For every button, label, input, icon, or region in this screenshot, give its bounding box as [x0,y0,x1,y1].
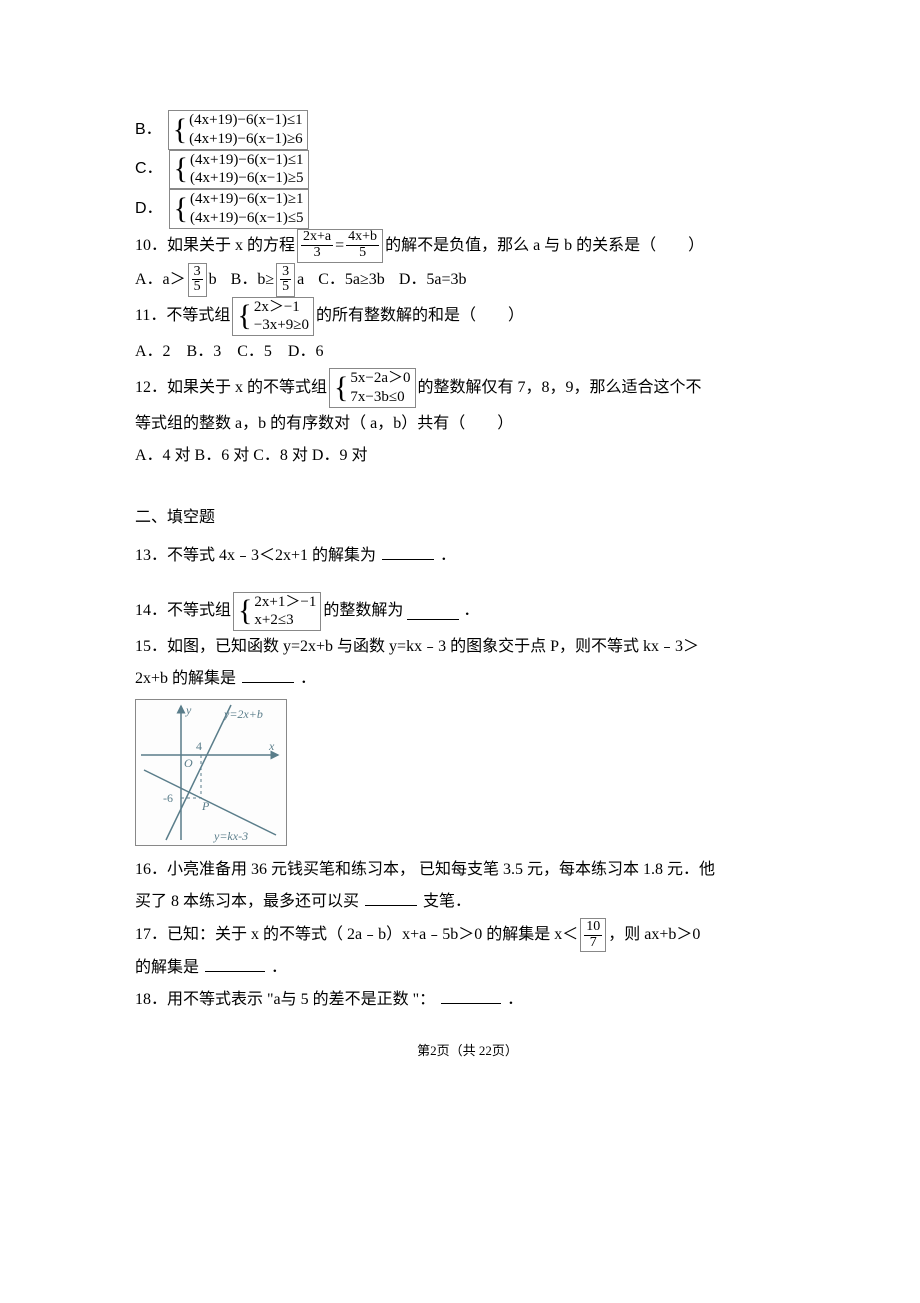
q18-post: ． [507,991,523,1008]
q12-pre: 12．如果关于 x 的不等式组 [135,372,327,404]
q15-l2-post: ． [300,670,316,687]
blank-underline [382,543,434,560]
option-c: C． { (4x+19)−6(x−1)≤1 (4x+19)−6(x−1)≥5 [135,150,800,190]
equation-box: 2x+a3 = 4x+b5 [297,229,383,263]
q17-post: ，则 ax+b＞0 [608,919,700,951]
question-13: 13．不等式 4x﹣3＜2x+1 的解集为 ． [135,540,800,572]
expr-row: −3x+9≥0 [254,316,309,335]
expr-row: (4x+19)−6(x−1)≤1 [189,111,303,130]
option-d: D． { (4x+19)−6(x−1)≥1 (4x+19)−6(x−1)≤5 [135,189,800,229]
q11-pre: 11．不等式组 [135,300,230,332]
question-16-line1: 16．小亮准备用 36 元钱买笔和练习本， 已知每支笔 3.5 元，每本练习本 … [135,854,800,886]
q12-post: 的整数解仅有 7，8，9，那么适合这个不 [418,372,702,404]
q11-post: 的所有整数解的和是（ ） [316,300,524,332]
left-brace-icon: { [174,154,188,184]
left-brace-icon: { [334,373,348,403]
blank-underline [441,987,501,1004]
system-brace: { 5x−2a＞0 7x−3b≤0 [329,368,416,408]
q14-pre: 14．不等式组 [135,595,231,627]
q15-l2-pre: 2x+b 的解集是 [135,670,236,687]
svg-text:O: O [184,756,193,770]
blank-underline [407,603,459,620]
question-17-line1: 17．已知：关于 x 的不等式（ 2a﹣b）x+a﹣5b＞0 的解集是 x＜ 1… [135,918,800,952]
blank-underline [205,955,265,972]
q17-pre: 17．已知：关于 x 的不等式（ 2a﹣b）x+a﹣5b＞0 的解集是 x＜ [135,919,578,951]
svg-text:y=kx-3: y=kx-3 [213,829,248,843]
q18-pre: 18．用不等式表示 "a与 5 的差不是正数 "： [135,991,435,1008]
expr-row: (4x+19)−6(x−1)≥1 [190,190,304,209]
equals-icon: = [335,230,344,262]
q15-graph: y x y=2x+b y=kx-3 4 O -6 P [135,699,287,846]
question-10: 10．如果关于 x 的方程 2x+a3 = 4x+b5 的解不是负值，那么 a … [135,229,800,263]
svg-text:-6: -6 [163,791,173,805]
opt-d: D．5a=3b [399,264,467,296]
opt-a-pre: A．a＞ [135,264,186,296]
q17-l2-pre: 的解集是 [135,959,199,976]
svg-text:y: y [185,703,192,717]
left-brace-icon: { [237,301,251,331]
opt-b-pre: B．b≥ [231,264,274,296]
left-brace-icon: { [238,596,252,626]
expr-row: x+2≤3 [254,611,316,630]
q17-l2-post: ． [271,959,287,976]
system-brace: { 2x+1＞−1 x+2≤3 [233,592,321,632]
q10-post: 的解不是负值，那么 a 与 b 的关系是（ ） [385,230,704,262]
question-18: 18．用不等式表示 "a与 5 的差不是正数 "： ． [135,984,800,1016]
system-brace: { (4x+19)−6(x−1)≤1 (4x+19)−6(x−1)≥6 [168,110,308,150]
q13-post: ． [440,547,456,564]
expr-row: (4x+19)−6(x−1)≥6 [189,130,303,149]
option-label: B． [135,114,162,146]
q14-post: ． [463,595,479,627]
question-16-line2: 买了 8 本练习本，最多还可以买 支笔． [135,886,800,918]
expr-row: 7x−3b≤0 [350,388,410,407]
q16-l2-pre: 买了 8 本练习本，最多还可以买 [135,893,363,910]
question-17-line2: 的解集是 ． [135,952,800,984]
expr-row: (4x+19)−6(x−1)≥5 [190,169,304,188]
question-15-line2: 2x+b 的解集是 ． [135,663,800,695]
system-brace: { 2x＞−1 −3x+9≥0 [232,297,314,337]
system-brace: { (4x+19)−6(x−1)≥1 (4x+19)−6(x−1)≤5 [169,189,309,229]
graph-svg: y x y=2x+b y=kx-3 4 O -6 P [136,700,286,845]
opt-a-post: b [209,264,217,296]
expr-row: 2x＞−1 [254,298,309,317]
q13-pre: 13．不等式 4x﹣3＜2x+1 的解集为 [135,547,376,564]
page: B． { (4x+19)−6(x−1)≤1 (4x+19)−6(x−1)≥6 C… [0,0,920,1303]
expr-row: (4x+19)−6(x−1)≤5 [190,209,304,228]
expr-row: 2x+1＞−1 [254,593,316,612]
opt-b-post: a [297,264,304,296]
system-brace: { (4x+19)−6(x−1)≤1 (4x+19)−6(x−1)≥5 [169,150,309,190]
question-15-line1: 15．如图，已知函数 y=2x+b 与函数 y=kx﹣3 的图象交于点 P，则不… [135,631,800,663]
left-brace-icon: { [173,115,187,145]
section-2-title: 二、填空题 [135,502,800,534]
opt-c: C．5a≥3b [318,264,385,296]
option-label: C． [135,153,163,185]
option-label: D． [135,193,163,225]
svg-text:P: P [201,799,210,813]
blank-underline [365,889,417,906]
question-10-options: A．a＞ 35 b B．b≥ 35 a C．5a≥3b D．5a=3b [135,263,800,297]
page-footer: 第2页（共 22页） [135,1038,800,1064]
q10-pre: 10．如果关于 x 的方程 [135,230,295,262]
question-11-options: A．2 B．3 C．5 D．6 [135,336,800,368]
fraction-box: 107 [580,918,606,952]
svg-text:y=2x+b: y=2x+b [223,707,263,721]
option-b: B． { (4x+19)−6(x−1)≤1 (4x+19)−6(x−1)≥6 [135,110,800,150]
expr-row: 5x−2a＞0 [350,369,410,388]
q16-l2-post: 支笔． [423,893,471,910]
left-brace-icon: { [174,194,188,224]
expr-row: (4x+19)−6(x−1)≤1 [190,151,304,170]
blank-underline [242,666,294,683]
question-11: 11．不等式组 { 2x＞−1 −3x+9≥0 的所有整数解的和是（ ） [135,297,800,337]
question-12: 12．如果关于 x 的不等式组 { 5x−2a＞0 7x−3b≤0 的整数解仅有… [135,368,800,408]
q14-mid: 的整数解为 [323,595,403,627]
question-12-options: A．4 对 B．6 对 C．8 对 D．9 对 [135,440,800,472]
svg-text:4: 4 [196,739,202,753]
question-14: 14．不等式组 { 2x+1＞−1 x+2≤3 的整数解为 ． [135,592,800,632]
svg-text:x: x [268,739,275,753]
question-12-line2: 等式组的整数 a，b 的有序数对（ a，b）共有（ ） [135,408,800,440]
